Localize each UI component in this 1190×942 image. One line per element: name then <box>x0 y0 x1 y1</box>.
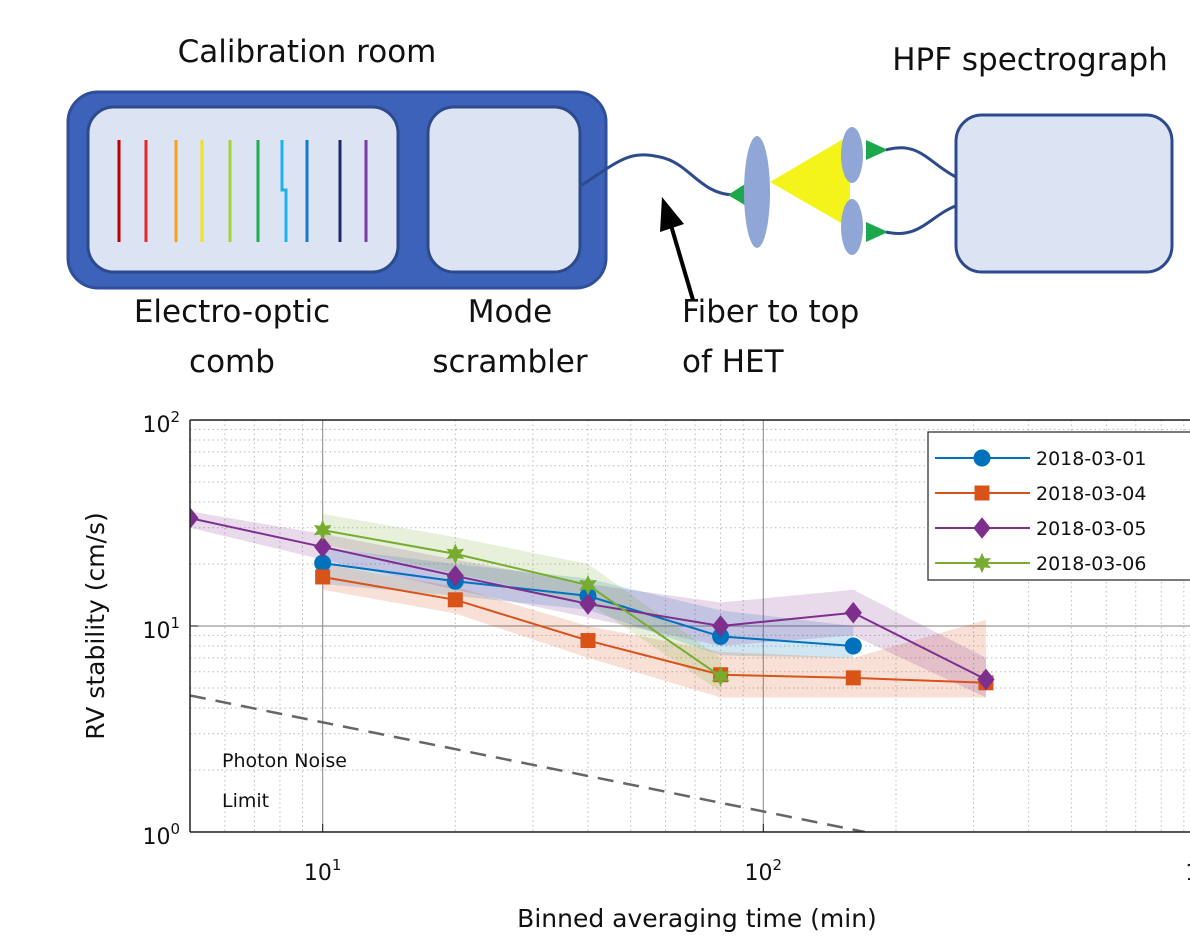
tick-base: 10 <box>142 825 170 850</box>
marker <box>975 486 989 500</box>
marker <box>974 450 990 466</box>
scrambler-label: Mode <box>468 294 552 330</box>
tick-base: 10 <box>142 619 170 644</box>
spectrograph-box <box>956 115 1172 272</box>
scrambler-box <box>428 107 580 272</box>
tick-exponent: 1 <box>332 856 342 874</box>
lens-upper <box>841 127 863 183</box>
fiber-label: Fiber to top <box>682 294 859 330</box>
tick-exponent: 2 <box>170 408 180 426</box>
marker <box>846 671 860 685</box>
marker <box>448 593 462 607</box>
lens <box>744 136 770 248</box>
comb-box <box>88 107 398 272</box>
figure: Calibration room HPF spectrograph <box>0 0 1190 942</box>
tick-exponent: 0 <box>170 820 180 838</box>
legend-label: 2018-03-06 <box>1036 553 1146 575</box>
tick-label: 103 <box>1185 856 1190 886</box>
scrambler-label: scrambler <box>432 344 587 380</box>
comb-label: Electro-optic <box>134 294 330 330</box>
lens-lower <box>841 199 863 255</box>
legend-label: 2018-03-04 <box>1036 483 1146 505</box>
tick-base: 10 <box>745 861 773 886</box>
spectrograph-label: HPF spectrograph <box>892 42 1168 78</box>
tick-base: 10 <box>304 861 332 886</box>
y-axis-label: RV stability (cm/s) <box>81 512 110 740</box>
marker <box>581 634 595 648</box>
annotation: Photon Noise <box>222 750 347 772</box>
annotation: Limit <box>222 790 269 812</box>
legend-label: 2018-03-05 <box>1036 518 1146 540</box>
marker <box>845 638 861 654</box>
legend-label: 2018-03-01 <box>1036 448 1146 470</box>
tick-base: 10 <box>1185 861 1190 886</box>
comb-label: comb <box>189 344 275 380</box>
marker <box>316 570 330 584</box>
tick-exponent: 2 <box>773 856 783 874</box>
tick-exponent: 1 <box>170 614 180 632</box>
tick-base: 10 <box>142 413 170 438</box>
room-label: Calibration room <box>178 34 437 70</box>
x-axis-label: Binned averaging time (min) <box>517 904 877 933</box>
fiber-label: of HET <box>682 344 785 380</box>
